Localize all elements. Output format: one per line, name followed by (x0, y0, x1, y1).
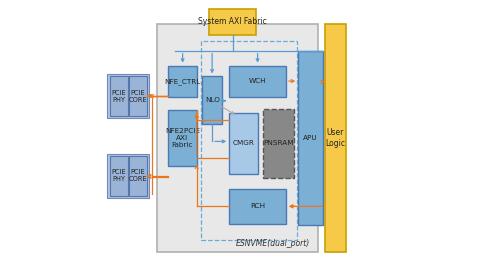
Bar (263, 109, 294, 178)
Bar (325, 24, 346, 252)
Bar (168, 66, 197, 97)
Text: PCIE
CORE: PCIE CORE (129, 89, 147, 103)
Text: CMGR: CMGR (232, 140, 254, 146)
Text: WCH: WCH (249, 78, 266, 84)
Bar (168, 110, 197, 166)
Text: System AXI Fabric: System AXI Fabric (198, 17, 267, 26)
Text: NFE2PCIE
AXI
Fabric: NFE2PCIE AXI Fabric (165, 128, 200, 148)
Text: NFE_CTRL: NFE_CTRL (164, 78, 201, 85)
Text: PCIE
PHY: PCIE PHY (111, 89, 126, 103)
Bar (229, 189, 286, 224)
Text: APU: APU (303, 135, 318, 141)
Bar (110, 76, 128, 116)
Bar (108, 154, 149, 198)
Bar (201, 41, 297, 240)
Bar (108, 74, 149, 118)
Text: PCIE
CORE: PCIE CORE (129, 169, 147, 183)
Text: RCH: RCH (250, 203, 265, 209)
Bar (110, 156, 128, 196)
Bar (129, 76, 146, 116)
Bar (157, 24, 318, 252)
Bar (202, 76, 222, 124)
Bar (229, 66, 286, 97)
Bar (209, 9, 256, 35)
Bar (229, 113, 258, 174)
Bar (298, 51, 323, 225)
Text: User
Logic: User Logic (325, 128, 346, 148)
Text: PNSRAM: PNSRAM (264, 140, 294, 146)
Text: ESNVME(dual_port): ESNVME(dual_port) (235, 239, 310, 248)
Bar (129, 156, 146, 196)
Text: PCIE
PHY: PCIE PHY (111, 169, 126, 183)
Text: NLO: NLO (205, 97, 220, 103)
